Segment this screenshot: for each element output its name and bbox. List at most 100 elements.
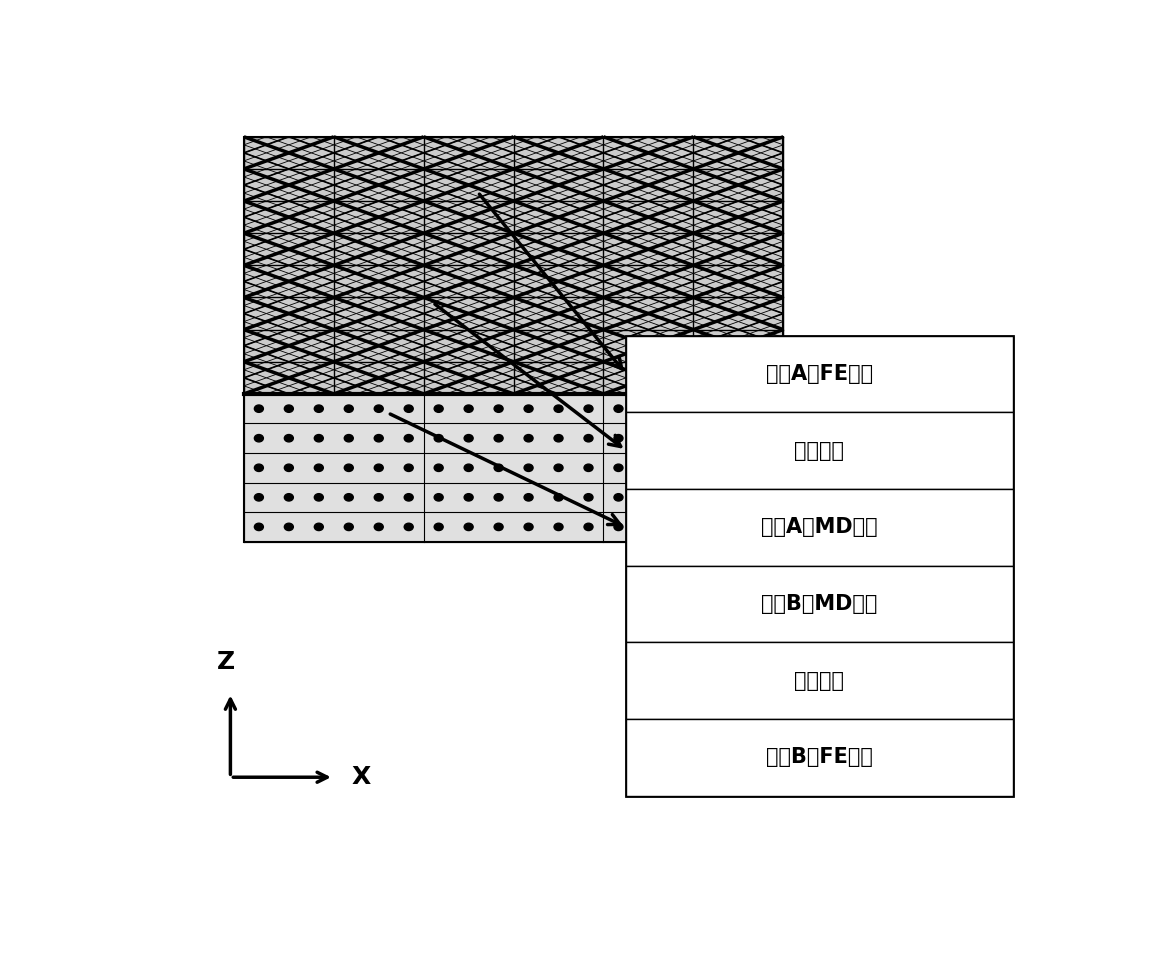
Circle shape <box>254 464 263 471</box>
Circle shape <box>434 435 443 442</box>
Circle shape <box>345 523 354 531</box>
Circle shape <box>674 464 683 471</box>
Circle shape <box>314 435 324 442</box>
Circle shape <box>583 523 593 531</box>
Circle shape <box>434 405 443 412</box>
Circle shape <box>314 405 324 412</box>
Circle shape <box>704 435 713 442</box>
Circle shape <box>614 523 623 531</box>
Circle shape <box>554 464 563 471</box>
Circle shape <box>704 493 713 501</box>
Circle shape <box>375 523 383 531</box>
Bar <box>626 412 1013 489</box>
Circle shape <box>464 435 473 442</box>
Text: Z: Z <box>217 650 235 674</box>
Circle shape <box>734 435 742 442</box>
Text: 材料A的FE区域: 材料A的FE区域 <box>766 364 872 384</box>
Circle shape <box>704 405 713 412</box>
Circle shape <box>494 523 503 531</box>
Circle shape <box>734 464 742 471</box>
Circle shape <box>494 435 503 442</box>
Circle shape <box>674 523 683 531</box>
Circle shape <box>494 493 503 501</box>
Circle shape <box>763 435 773 442</box>
Circle shape <box>524 493 534 501</box>
Circle shape <box>614 464 623 471</box>
Circle shape <box>583 493 593 501</box>
Bar <box>244 137 783 394</box>
Circle shape <box>434 493 443 501</box>
Circle shape <box>554 493 563 501</box>
Circle shape <box>704 464 713 471</box>
Circle shape <box>734 523 742 531</box>
Bar <box>244 394 783 542</box>
Circle shape <box>583 464 593 471</box>
Circle shape <box>284 523 293 531</box>
Circle shape <box>674 435 683 442</box>
Bar <box>626 336 1013 412</box>
Circle shape <box>345 435 354 442</box>
Circle shape <box>375 464 383 471</box>
Circle shape <box>434 523 443 531</box>
Text: 材料B的MD区域: 材料B的MD区域 <box>761 594 877 614</box>
Circle shape <box>583 435 593 442</box>
Circle shape <box>583 405 593 412</box>
Circle shape <box>375 405 383 412</box>
Circle shape <box>375 435 383 442</box>
Text: X: X <box>351 765 371 790</box>
Circle shape <box>554 435 563 442</box>
Circle shape <box>464 464 473 471</box>
Circle shape <box>464 523 473 531</box>
Circle shape <box>763 493 773 501</box>
Circle shape <box>404 464 413 471</box>
Circle shape <box>404 405 413 412</box>
Circle shape <box>284 405 293 412</box>
Text: 耦合区域: 耦合区域 <box>795 441 844 461</box>
Circle shape <box>254 435 263 442</box>
Circle shape <box>314 493 324 501</box>
Circle shape <box>494 464 503 471</box>
Circle shape <box>375 493 383 501</box>
Text: 耦合区域: 耦合区域 <box>795 670 844 690</box>
Text: 材料B的FE区域: 材料B的FE区域 <box>766 748 872 768</box>
Circle shape <box>524 405 534 412</box>
Circle shape <box>644 405 653 412</box>
Bar <box>626 719 1013 795</box>
Circle shape <box>254 405 263 412</box>
Text: 材料A的MD区域: 材料A的MD区域 <box>761 517 878 537</box>
Circle shape <box>734 493 742 501</box>
Circle shape <box>464 493 473 501</box>
Circle shape <box>644 523 653 531</box>
Circle shape <box>614 405 623 412</box>
Bar <box>244 137 783 542</box>
Bar <box>626 642 1013 719</box>
Circle shape <box>345 493 354 501</box>
Circle shape <box>345 405 354 412</box>
Circle shape <box>644 493 653 501</box>
Circle shape <box>404 523 413 531</box>
Circle shape <box>404 435 413 442</box>
Circle shape <box>614 435 623 442</box>
Circle shape <box>704 523 713 531</box>
Circle shape <box>284 464 293 471</box>
Bar <box>626 489 1013 566</box>
Bar <box>626 336 1013 795</box>
Circle shape <box>345 464 354 471</box>
Circle shape <box>314 464 324 471</box>
Circle shape <box>284 435 293 442</box>
Circle shape <box>254 493 263 501</box>
Circle shape <box>674 405 683 412</box>
Circle shape <box>284 493 293 501</box>
Circle shape <box>644 435 653 442</box>
Circle shape <box>464 405 473 412</box>
Circle shape <box>434 464 443 471</box>
Circle shape <box>404 493 413 501</box>
Circle shape <box>494 405 503 412</box>
Circle shape <box>763 405 773 412</box>
Circle shape <box>524 523 534 531</box>
Circle shape <box>554 405 563 412</box>
Circle shape <box>644 464 653 471</box>
Circle shape <box>763 464 773 471</box>
Circle shape <box>254 523 263 531</box>
Circle shape <box>734 405 742 412</box>
